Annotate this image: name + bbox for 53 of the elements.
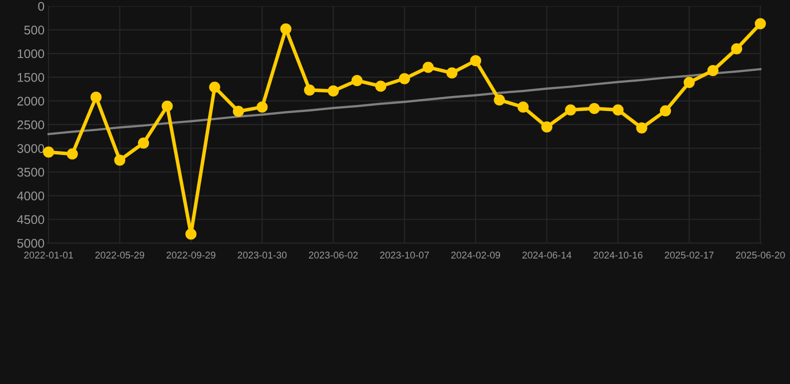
x-tick-label: 2023-06-02 — [308, 252, 358, 259]
point — [351, 74, 363, 86]
point — [328, 85, 339, 97]
y-tick-label: 2000 — [17, 96, 44, 106]
y-tick-label: 4000 — [17, 191, 44, 200]
point — [162, 100, 173, 112]
point — [470, 55, 482, 66]
point — [375, 80, 386, 92]
point — [398, 73, 410, 84]
y-tick-label: 0 — [38, 2, 44, 11]
point — [636, 122, 648, 134]
point — [541, 121, 552, 133]
point — [185, 228, 196, 240]
point — [43, 146, 54, 158]
point — [494, 94, 505, 106]
y-tick-label: 1000 — [18, 49, 44, 58]
x-tick-label: 2023-10-07 — [380, 252, 429, 259]
x-tick-label: 2024-06-14 — [522, 252, 572, 259]
y-tick-label: 3500 — [17, 168, 44, 177]
point — [754, 18, 766, 30]
point — [684, 76, 695, 88]
x-tick-label: 2022-05-29 — [95, 252, 144, 259]
x-tick-label: 2022-01-01 — [24, 252, 73, 259]
point — [707, 65, 718, 76]
y-tick-label: 3000 — [17, 144, 44, 153]
point — [612, 104, 624, 116]
y-tick-label: 500 — [24, 26, 44, 34]
point — [232, 106, 244, 117]
point — [518, 102, 529, 113]
y-tick-label: 5000 — [17, 238, 44, 248]
point — [422, 62, 434, 73]
point — [280, 23, 292, 34]
point — [114, 154, 126, 166]
x-tick-label: 2024-02-09 — [451, 252, 500, 259]
point — [90, 92, 102, 103]
point — [304, 84, 316, 96]
point — [588, 102, 600, 114]
point — [660, 105, 672, 116]
point — [731, 43, 742, 54]
y-tick-label: 4500 — [17, 215, 44, 224]
point — [446, 67, 458, 79]
x-tick-label: 2023-01-30 — [238, 252, 287, 259]
y-tick-label: 2500 — [17, 120, 44, 130]
point — [138, 138, 150, 149]
x-tick-label: 2025-02-17 — [664, 252, 714, 259]
point — [565, 104, 576, 116]
x-tick-label: 2024-10-16 — [594, 252, 642, 259]
point — [209, 82, 220, 93]
x-tick-label: 2025-06-20 — [736, 252, 785, 259]
y-tick-label: 1500 — [18, 73, 44, 82]
x-tick-label: 2022-09-29 — [166, 252, 216, 259]
point — [256, 102, 268, 113]
point — [66, 148, 78, 160]
